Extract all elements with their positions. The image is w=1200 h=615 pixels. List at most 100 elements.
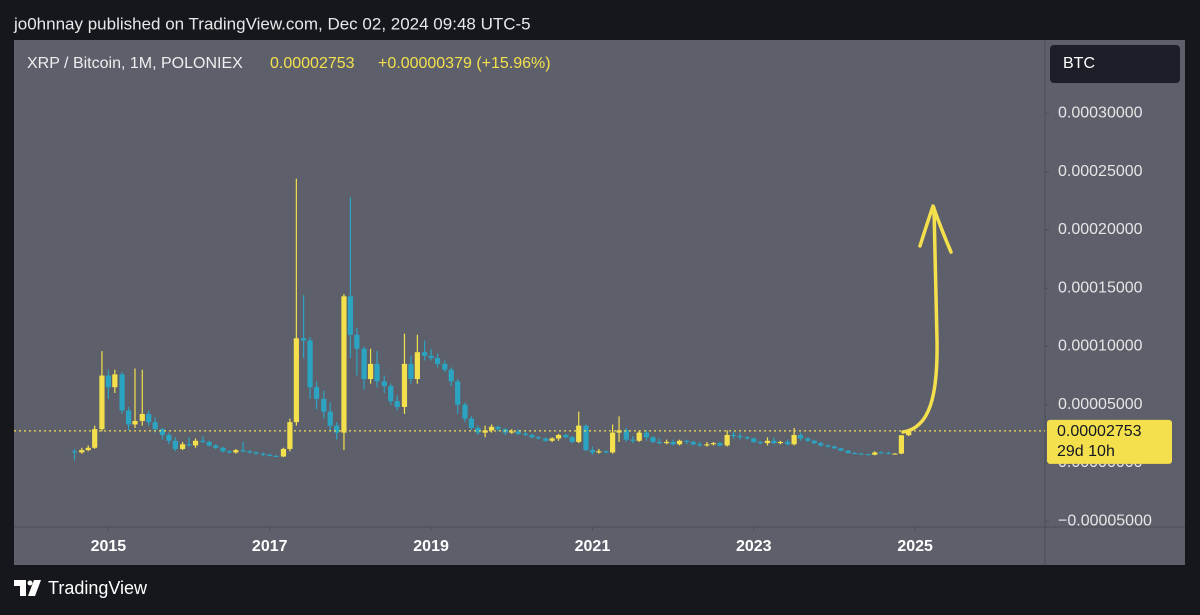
candle-body (684, 440, 690, 442)
candle-body (710, 443, 717, 445)
candle-body (293, 338, 299, 423)
x-tick-label: 2019 (413, 538, 449, 555)
candle-body (704, 444, 710, 446)
candle-body (361, 348, 367, 380)
price-box-value: 0.00002753 (1057, 423, 1142, 440)
logo-dot (27, 580, 33, 586)
candle-body (764, 440, 771, 444)
candle-body (260, 453, 266, 455)
candle-body (85, 447, 91, 451)
candle-body (146, 413, 152, 423)
x-tick-label: 2021 (575, 538, 611, 555)
candle-body (401, 363, 408, 407)
candle-body (731, 434, 737, 437)
candle-body (267, 454, 273, 456)
candle-body (414, 352, 420, 380)
candle-body (797, 434, 804, 439)
candle-body (206, 441, 212, 446)
candle-body (670, 441, 676, 445)
candle-body (192, 440, 199, 446)
candle-body (434, 358, 441, 364)
candle-body (596, 451, 602, 453)
candle-body (455, 381, 461, 405)
candle-body (475, 427, 481, 433)
candle-body (805, 438, 811, 441)
currency-label[interactable]: BTC (1063, 55, 1095, 72)
candle-body (831, 446, 838, 449)
candle-body (341, 296, 347, 433)
candle-body (321, 398, 327, 412)
y-tick-label: 0.00010000 (1058, 338, 1143, 355)
candle-body (388, 386, 394, 402)
candle-body (273, 455, 279, 457)
candles (14, 178, 1045, 461)
candle-body (569, 437, 575, 442)
candle-body (529, 434, 535, 438)
price-marker: 0.00002753 29d 10h (1047, 419, 1172, 464)
candle-body (717, 443, 723, 446)
candle-body (334, 425, 340, 433)
candle-body (233, 450, 239, 453)
candle-body (125, 410, 132, 425)
candle-body (549, 438, 555, 441)
candle-body (724, 434, 730, 446)
candle-body (488, 426, 495, 431)
candle-body (852, 453, 858, 455)
candle-body (482, 430, 488, 433)
candle-body (152, 422, 158, 430)
candle-body (253, 452, 259, 454)
candle-body (213, 445, 219, 448)
y-tick-label: −0.00005000 (1058, 512, 1152, 529)
currency-button[interactable] (1050, 45, 1180, 83)
symbol: XRP / Bitcoin, 1M, POLONIEX (27, 55, 243, 72)
candle-body (428, 355, 434, 359)
candle-body (367, 363, 374, 380)
candle-body (280, 448, 287, 457)
candle-body (468, 418, 475, 428)
candle-body (220, 447, 226, 452)
candle-body (838, 448, 844, 451)
candle-body (374, 363, 380, 382)
candle-body (785, 441, 791, 445)
candle-body (307, 340, 313, 388)
candle-body (865, 454, 871, 456)
price-box (1047, 419, 1172, 464)
candle-body (287, 422, 293, 449)
candle-body (166, 434, 172, 441)
candle-body (99, 375, 105, 430)
candle-body (226, 451, 232, 453)
candle-body (71, 451, 78, 453)
candle-body (616, 430, 622, 433)
candle-body (119, 374, 125, 411)
candle-body (636, 432, 642, 441)
candle-body (313, 387, 320, 399)
candle-body (79, 450, 85, 453)
candle-body (394, 401, 400, 407)
candle-body (92, 429, 98, 448)
candle-body (462, 404, 468, 419)
candle-body (898, 435, 905, 454)
candle-body (858, 453, 864, 455)
x-tick-label: 2023 (736, 538, 772, 555)
candle-body (603, 451, 609, 453)
candle-body (872, 452, 878, 455)
brand-logo: TradingView (14, 578, 148, 598)
candle-body (347, 296, 354, 335)
candle-body (563, 434, 569, 438)
candle-body (630, 439, 636, 441)
candle-body (112, 374, 118, 388)
candle-body (777, 441, 783, 444)
x-tick-label: 2017 (252, 538, 288, 555)
candle-body (408, 363, 414, 380)
candle-body (200, 440, 206, 442)
chart-panel (14, 40, 1185, 565)
candle-body (676, 440, 683, 445)
candle-body (643, 432, 650, 438)
candle-body (442, 363, 448, 370)
candle-body (791, 434, 797, 445)
candle-body (589, 450, 596, 453)
candle-body (246, 451, 253, 453)
candle-body (845, 450, 851, 454)
candle-body (757, 441, 763, 444)
